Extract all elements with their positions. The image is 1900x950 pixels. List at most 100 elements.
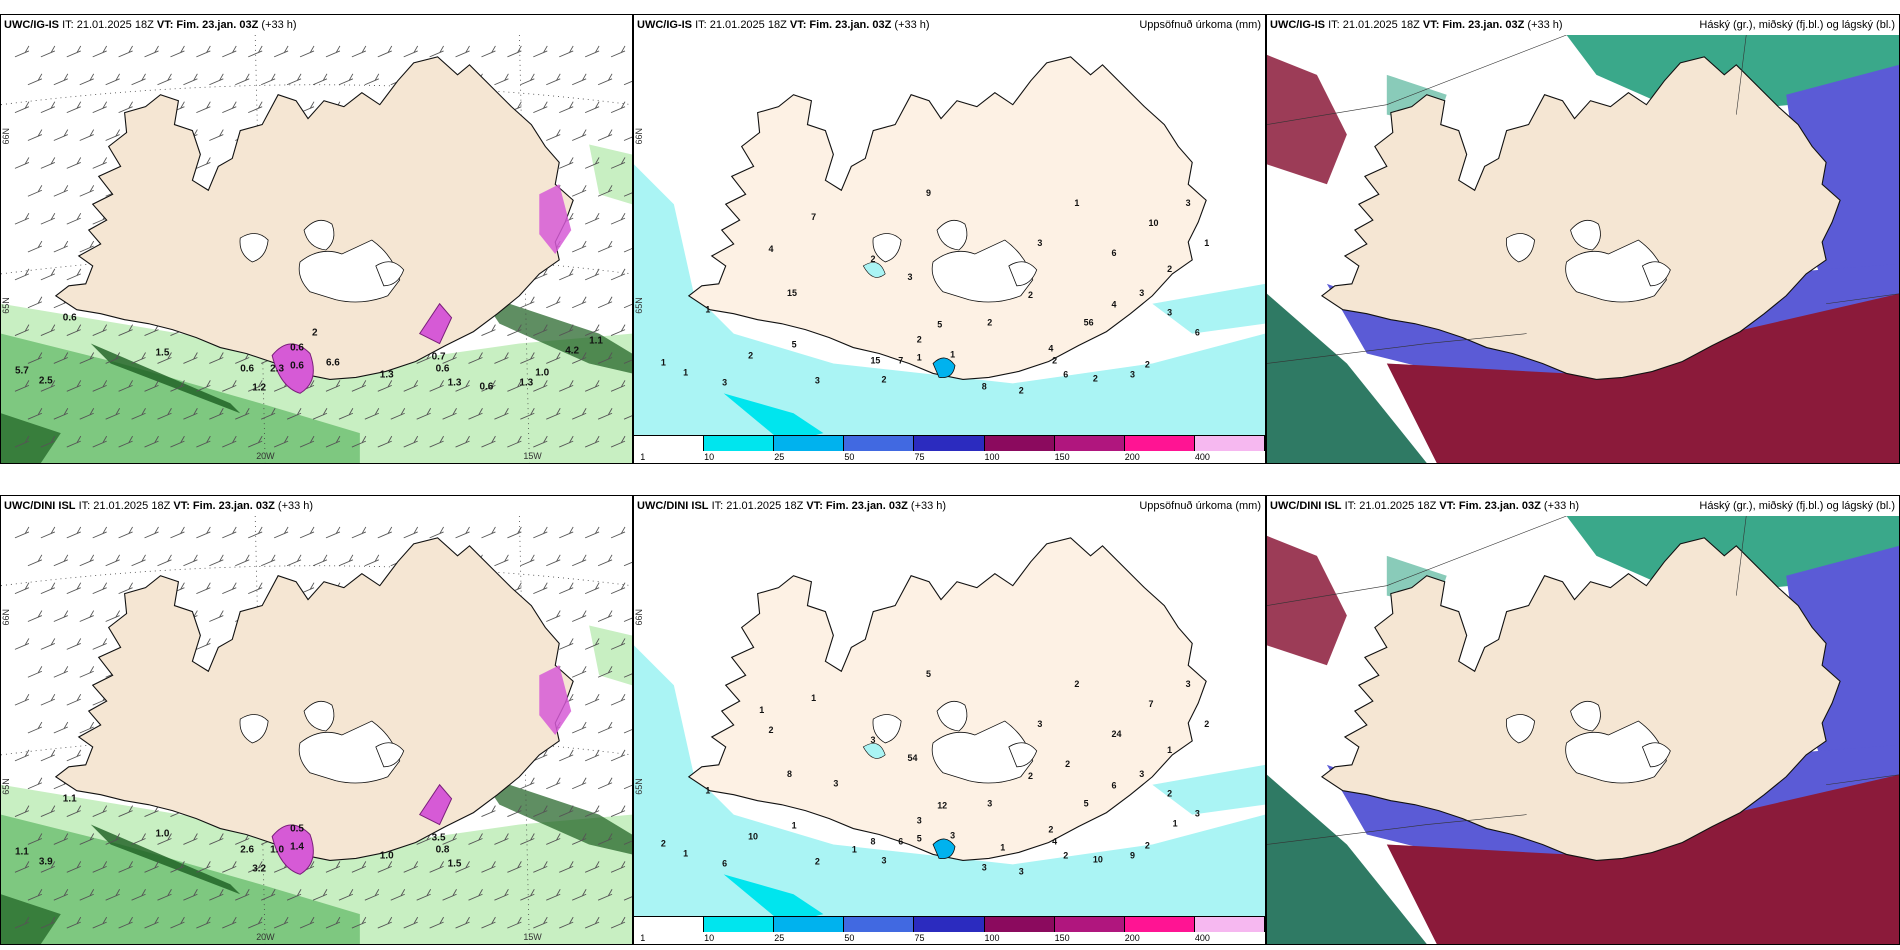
precip-value-label: 1 [683, 848, 688, 858]
iceland-landmass [54, 56, 574, 380]
precip-area [862, 743, 886, 759]
precip-value-label: 6 [1111, 248, 1116, 258]
precip-value-label: 2 [870, 254, 875, 264]
model-name: UWC/DINI ISL [637, 500, 709, 512]
precip-value-label: 5 [1084, 799, 1089, 809]
wind-value-label: 0.7 [432, 351, 446, 362]
init-time: IT: 21.01.2025 18Z [78, 500, 171, 512]
map-canvas [1267, 35, 1899, 463]
precip-value-label: 6 [1111, 781, 1116, 791]
precip-value-label: 9 [926, 188, 931, 198]
init-time: IT: 21.01.2025 18Z [695, 19, 787, 31]
map-canvas: 66N 65N 20W 15W 0.6 5.7 2.5 1.5 1.2 0.6 2.3 0.6 0.6 1… [1, 35, 632, 463]
model-name: UWC/DINI ISL [1270, 500, 1342, 512]
wind-value-label: 2 [312, 328, 318, 339]
axis-label: 66N [634, 609, 644, 625]
glacier-outline [1505, 714, 1535, 744]
lead-time: (+33 h) [894, 19, 930, 31]
wind-value-label: 1.1 [589, 336, 603, 347]
gust-maximum [271, 343, 314, 394]
wind-value-label: 5.7 [15, 365, 29, 376]
precip-value-label: 2 [1167, 264, 1172, 274]
precip-value-label: 3 [1019, 866, 1024, 876]
precip-value-label: 8 [982, 381, 987, 391]
model-name: UWC/IG-IS [637, 19, 692, 31]
model-name: UWC/DINI ISL [4, 500, 76, 512]
precip-maximum [932, 357, 956, 379]
precip-value-label: 6 [1063, 369, 1068, 379]
precip-value-label: 2 [882, 374, 887, 384]
wind-value-label: 2.6 [240, 844, 254, 855]
projection-lines [1267, 516, 1899, 845]
precip-value-label: 2 [987, 318, 992, 328]
map-panel-wind: UWC/IG-IS IT: 21.01.2025 18Z VT: Fim. 23… [0, 14, 633, 464]
glacier-outline [239, 233, 269, 263]
valid-prefix: VT: [806, 500, 823, 512]
wind-value-label: 1.5 [448, 858, 462, 869]
precip-value-label: 5 [926, 669, 931, 679]
glacier-outline [1008, 742, 1038, 768]
panel-header: UWC/DINI ISL IT: 21.01.2025 18Z VT: Fim.… [1, 496, 632, 516]
init-time: IT: 21.01.2025 18Z [62, 19, 154, 31]
precip-value-label: 2 [1019, 385, 1024, 395]
precip-value-label: 3 [1167, 308, 1172, 318]
precip-value-label: 56 [1084, 318, 1094, 328]
precip-value-label: 2 [748, 350, 753, 360]
precip-value-label: 7 [811, 212, 816, 222]
precip-value-label: 12 [937, 801, 947, 811]
gust-maximum [418, 783, 453, 826]
precip-value-label: 2 [1052, 355, 1057, 365]
lead-time: (+33 h) [277, 500, 314, 512]
wind-value-label: 3.5 [432, 832, 446, 843]
axis-labels: 66N 65N [634, 128, 644, 314]
wind-value-label: 1.2 [252, 382, 266, 393]
wind-value-label: 1.0 [535, 367, 549, 378]
legend-swatch [634, 917, 705, 932]
field-title: Háský (gr.), miðský (fj.bl.) og lágský (… [1699, 500, 1895, 512]
legend-tick-label: 200 [1124, 452, 1140, 462]
glacier-outline [1008, 261, 1038, 287]
glacier-outline [375, 261, 405, 287]
precip-value-label: 4 [1111, 300, 1116, 310]
legend-tick-label: 100 [984, 933, 1000, 943]
valid-time: Fim. 23.jan. 03Z [825, 500, 908, 512]
precip-value-label: 2 [1204, 719, 1209, 729]
precip-value-label: 4 [1052, 836, 1057, 846]
lead-time: (+33 h) [261, 19, 297, 31]
precip-value-label: 4 [1048, 344, 1053, 354]
precip-value-label: 5 [917, 833, 922, 843]
axis-labels: 66N 65N 20W 15W [1, 609, 542, 942]
precip-shading [634, 645, 1265, 944]
precip-color-legend: 1 10 25 50 75 100 150 200 400 [634, 916, 1265, 944]
precip-value-label: 3 [1195, 809, 1200, 819]
panel-header: UWC/DINI ISL IT: 21.01.2025 18Z VT: Fim.… [634, 496, 1265, 516]
axis-label: 65N [634, 297, 644, 313]
precip-value-label: 7 [1149, 699, 1154, 709]
precip-value-label: 4 [768, 244, 773, 254]
precip-value-label: 3 [833, 779, 838, 789]
precip-color-legend: 1 10 25 50 75 100 150 200 400 [634, 435, 1265, 463]
precip-value-label: 3 [917, 816, 922, 826]
precip-value-label: 1 [792, 821, 797, 831]
glacier-outline [936, 219, 968, 251]
precip-value-label: 3 [882, 855, 887, 865]
map-svg [1267, 516, 1899, 944]
wind-value-label: 0.6 [240, 363, 254, 374]
precip-value-label: 2 [1063, 850, 1068, 860]
model-name: UWC/IG-IS [4, 19, 59, 31]
legend-tick-label: 50 [844, 452, 855, 462]
wind-value-label: 2.3 [270, 363, 284, 374]
axis-labels: 66N 65N [634, 609, 644, 795]
axis-label: 20W [256, 932, 275, 942]
lead-time: (+33 h) [910, 500, 947, 512]
precip-value-label: 6 [898, 836, 903, 846]
axis-label: 20W [256, 451, 275, 461]
precip-value-label: 2 [1048, 825, 1053, 835]
precip-value-label: 1 [705, 305, 710, 315]
glacier-outline [1565, 239, 1667, 303]
glacier-outline [303, 219, 335, 251]
gust-maximum [418, 302, 453, 345]
